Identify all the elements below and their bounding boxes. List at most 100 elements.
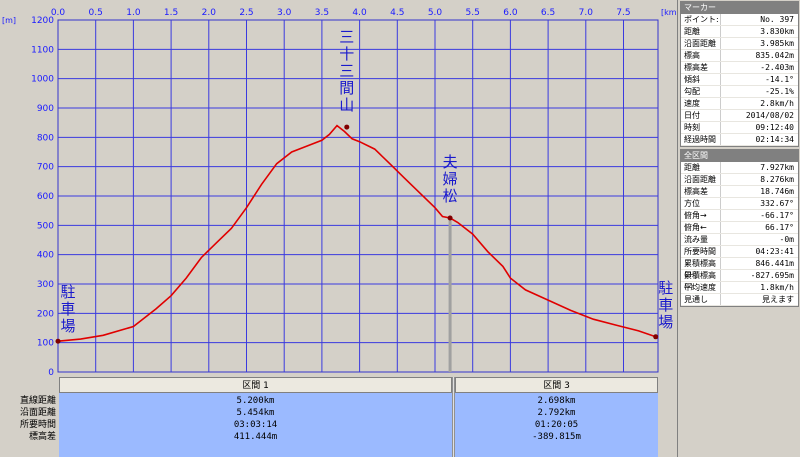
total-value: 66.17° [765,223,794,232]
marker-value: 2.8km/h [760,99,794,108]
marker-key: 標高 [681,50,721,61]
elevation-profile-svg[interactable]: 0 100 200 300 400 500 600 700 800 900 1000 1100 1200… [0,0,676,376]
x-tick-label: 7.0 [579,8,594,18]
x-tick-label: 2.0 [202,8,217,18]
total-row: 沿面距離 8.276km [681,174,798,186]
segment-1-elevation-diff: 411.444m [233,432,278,442]
segment-table: 直線距離 沿面距離 所要時間 標高差 区間 1 5.200km 5.454km … [0,377,676,457]
marker-row: 時刻 09:12:40 [681,122,798,134]
segment-1-straight-distance: 5.200km [236,396,275,406]
y-tick-label: 100 [37,339,54,349]
x-tick-label: 1.0 [126,8,141,18]
marker-row: 距離 3.830km [681,26,798,38]
marker-value: 3.830km [760,27,794,36]
total-key: 方位 [681,198,721,209]
total-row: 累積標高(+) 846.441m [681,258,798,279]
x-tick-label: 2.5 [239,8,253,18]
total-value: 332.67° [760,199,794,208]
y-tick-label: 300 [37,280,54,290]
total-key: 平均速度 [681,282,721,293]
row-label-time: 所要時間 [19,420,56,430]
total-value: 見えます [762,295,794,304]
total-key: 俯角← [681,222,721,233]
total-row: 平均速度 1.8km/h [681,282,798,294]
y-tick-label: 0 [48,368,54,376]
marker-value: 09:12:40 [755,123,794,132]
total-key: 沿面距離 [681,174,721,185]
x-tick-label: 7.5 [616,8,630,18]
waypoint-marker [55,338,61,344]
segment-1-values: 5.200km 5.454km 03:03:14 411.444m [59,393,452,457]
x-tick-label: 6.0 [503,8,518,18]
y-tick-label: 600 [37,192,54,202]
y-unit-label: [m] [2,16,16,25]
total-key: 距離 [681,162,721,173]
elevation-chart[interactable]: 0 100 200 300 400 500 600 700 800 900 1000 1100 1200… [0,0,676,376]
y-tick-label: 900 [37,104,54,114]
x-tick-label: 4.5 [390,8,404,18]
marker-row: 勾配 -25.1% [681,86,798,98]
marker-value: 2014/08/02 [745,111,794,120]
waypoint-label: 三十三間山 [339,28,354,114]
marker-value: -14.1° [765,75,794,84]
marker-row: 経過時間 02:14:34 [681,134,798,146]
elevation-profile-line [57,124,656,342]
total-value: 7.927km [760,163,794,172]
total-value: -0m [779,235,794,244]
y-tick-label: 1100 [31,45,54,55]
marker-row: 標高 835.042m [681,50,798,62]
x-tick-label: 0.0 [51,8,66,18]
total-row: 俯角→ -66.17° [681,210,798,222]
marker-key: 速度 [681,98,721,109]
x-tick-label: 1.5 [164,8,178,18]
row-label-straight-distance: 直線距離 [19,396,56,406]
total-row: 流み量 -0m [681,234,798,246]
segment-1-column[interactable]: 区間 1 5.200km 5.454km 03:03:14 411.444m [59,377,452,457]
segment-3-time: 01:20:05 [534,420,579,430]
total-value: 1.8km/h [760,283,794,292]
segment-3-column[interactable]: 区間 3 2.698km 2.792km 01:20:05 -389.815m [455,377,658,457]
y-tick-label: 800 [37,133,54,143]
marker-row: 沿面距離 3.985km [681,38,798,50]
segment-1-header[interactable]: 区間 1 [59,377,452,393]
total-value: 04:23:41 [755,247,794,256]
segment-3-header[interactable]: 区間 3 [455,377,658,393]
marker-value: No. 397 [760,15,794,24]
marker-key: 標高差 [681,62,721,73]
marker-row: 傾斜 -14.1° [681,74,798,86]
row-label-surface-distance: 沿面距離 [19,408,56,418]
x-tick-label: 6.5 [541,8,555,18]
total-value: 8.276km [760,175,794,184]
marker-section: マーカー ポイント: No. 397 距離 3.830km 沿面距離 3.985km 標高 8… [680,1,799,147]
waypoint-marker [344,124,350,130]
total-row: 見通し 見えます [681,294,798,306]
waypoint-marker [447,215,453,221]
marker-key: ポイント: [681,14,721,25]
marker-value: 02:14:34 [755,135,794,144]
marker-row: 速度 2.8km/h [681,98,798,110]
marker-value: 3.985km [760,39,794,48]
waypoint-label: 夫婦松 [443,153,458,205]
x-tick-label: 4.0 [352,8,367,18]
waypoint-label: 駐車場 [60,283,75,335]
info-panel: マーカー ポイント: No. 397 距離 3.830km 沿面距離 3.985km 標高 8… [677,0,800,457]
total-value: -66.17° [760,211,794,220]
marker-value: 835.042m [755,51,794,60]
total-row: 標高差 18.746m [681,186,798,198]
marker-value: -2.403m [760,63,794,72]
marker-key: 沿面距離 [681,38,721,49]
waypoint-marker [653,334,659,340]
total-row: 俯角← 66.17° [681,222,798,234]
total-row: 所要時間 04:23:41 [681,246,798,258]
total-title: 全区間 [681,150,798,162]
segment-divider[interactable] [452,377,455,457]
segment-row-labels: 直線距離 沿面距離 所要時間 標高差 [0,395,58,443]
total-row: 方位 332.67° [681,198,798,210]
y-tick-label: 200 [37,309,54,319]
x-tick-label: 5.5 [466,8,480,18]
marker-key: 時刻 [681,122,721,133]
marker-key: 経過時間 [681,134,721,145]
marker-row: 日付 2014/08/02 [681,110,798,122]
total-section: 全区間 距離 7.927km 沿面距離 8.276km 標高差 18.746m 方位 332.… [680,149,799,307]
y-tick-label: 400 [37,251,54,261]
